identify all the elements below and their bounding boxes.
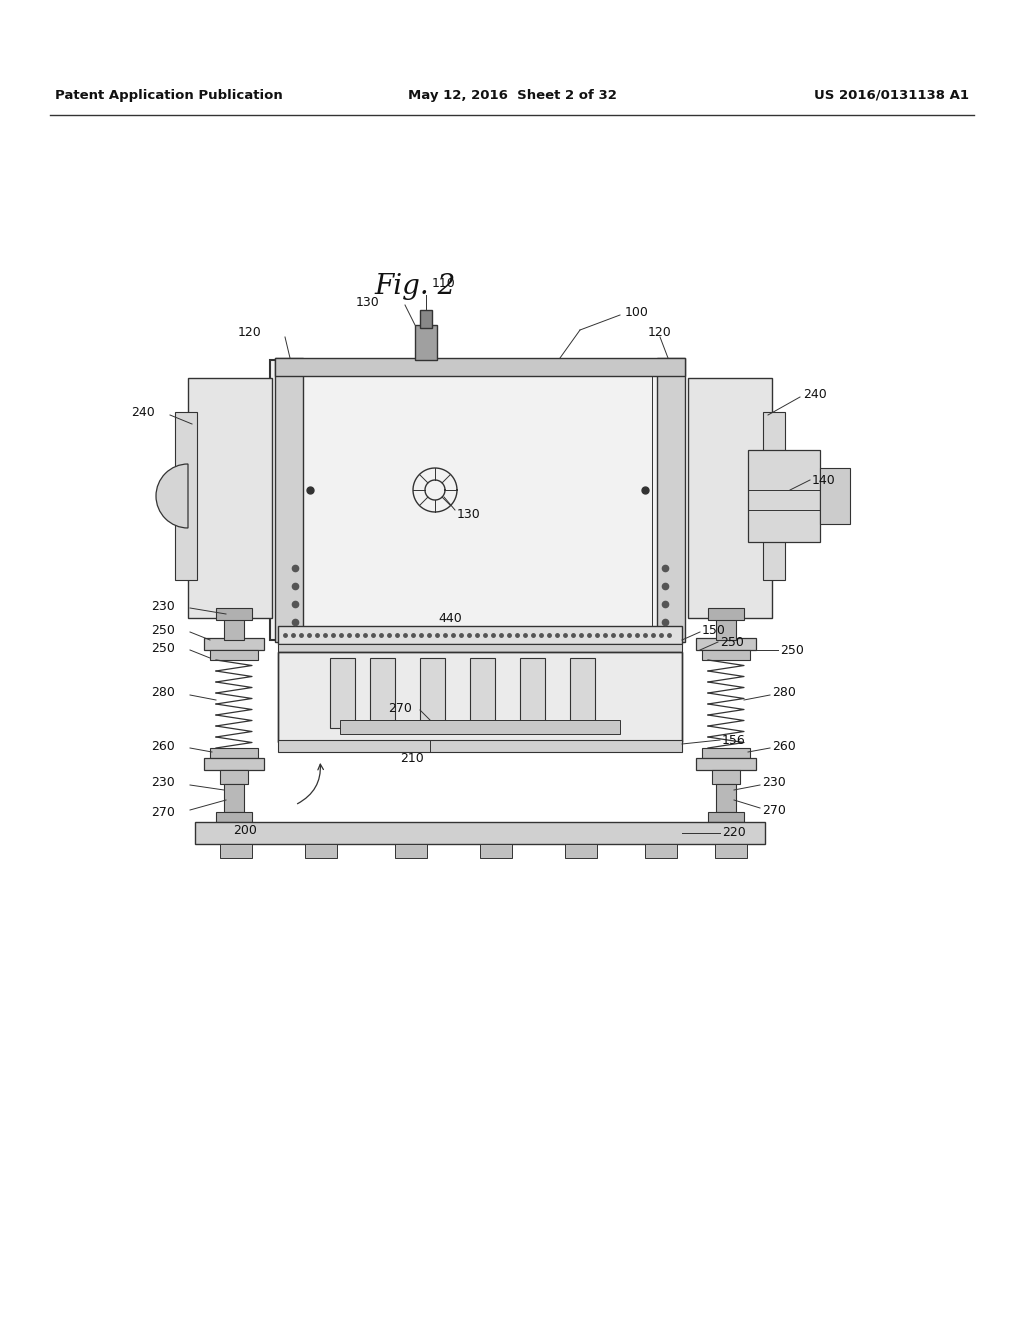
Bar: [748, 450, 820, 543]
Bar: [278, 652, 682, 742]
Bar: [275, 358, 303, 642]
Bar: [370, 657, 395, 729]
Text: 250: 250: [780, 644, 804, 656]
Text: Fig. 2: Fig. 2: [375, 273, 456, 301]
Bar: [216, 812, 252, 822]
Bar: [565, 843, 597, 858]
Text: 270: 270: [762, 804, 785, 817]
Wedge shape: [772, 465, 804, 528]
Bar: [270, 360, 660, 640]
Bar: [570, 657, 595, 729]
Bar: [210, 649, 258, 660]
Text: 270: 270: [152, 805, 175, 818]
Bar: [175, 412, 197, 579]
Text: 220: 220: [722, 826, 745, 840]
Text: 260: 260: [772, 739, 796, 752]
Bar: [278, 652, 682, 742]
Text: 156: 156: [722, 734, 745, 747]
Text: 230: 230: [762, 776, 785, 789]
Bar: [210, 748, 258, 758]
Bar: [220, 843, 252, 858]
Bar: [188, 378, 272, 618]
Text: 120: 120: [239, 326, 262, 338]
Text: 140: 140: [812, 474, 836, 487]
Bar: [278, 741, 682, 752]
Text: 250: 250: [720, 635, 743, 648]
Text: Patent Application Publication: Patent Application Publication: [55, 88, 283, 102]
Text: 130: 130: [457, 508, 480, 521]
Text: 230: 230: [152, 776, 175, 789]
Text: 150: 150: [702, 623, 726, 636]
Text: 120: 120: [648, 326, 672, 338]
Bar: [712, 770, 740, 784]
Bar: [520, 657, 545, 729]
Bar: [763, 412, 785, 579]
Bar: [702, 649, 750, 660]
Text: 250: 250: [152, 623, 175, 636]
Text: 280: 280: [772, 686, 796, 700]
Bar: [278, 644, 682, 652]
Bar: [224, 784, 244, 812]
Bar: [330, 657, 355, 729]
Text: 270: 270: [388, 701, 412, 714]
Bar: [275, 358, 685, 376]
Bar: [708, 609, 744, 620]
Bar: [820, 469, 850, 524]
Bar: [696, 758, 756, 770]
Bar: [420, 657, 445, 729]
Bar: [340, 719, 620, 734]
Text: 240: 240: [803, 388, 826, 401]
Text: May 12, 2016  Sheet 2 of 32: May 12, 2016 Sheet 2 of 32: [408, 88, 616, 102]
Text: 110: 110: [432, 277, 456, 290]
Text: 200: 200: [233, 824, 257, 837]
Text: US 2016/0131138 A1: US 2016/0131138 A1: [814, 88, 969, 102]
Wedge shape: [156, 465, 188, 528]
Text: 210: 210: [400, 751, 424, 764]
Bar: [204, 638, 264, 649]
Bar: [480, 843, 512, 858]
Bar: [645, 843, 677, 858]
Text: 280: 280: [152, 686, 175, 700]
Bar: [708, 812, 744, 822]
Text: 130: 130: [356, 296, 380, 309]
Text: 440: 440: [438, 611, 462, 624]
Bar: [715, 843, 746, 858]
Bar: [657, 358, 685, 642]
Bar: [415, 325, 437, 360]
Text: 230: 230: [152, 599, 175, 612]
Bar: [696, 638, 756, 649]
Text: 240: 240: [131, 407, 155, 420]
Bar: [420, 310, 432, 327]
Text: 250: 250: [152, 642, 175, 655]
FancyArrowPatch shape: [297, 764, 324, 804]
Bar: [305, 843, 337, 858]
Bar: [688, 378, 772, 618]
Bar: [224, 618, 244, 640]
Bar: [278, 368, 652, 632]
Bar: [395, 843, 427, 858]
Bar: [470, 657, 495, 729]
Bar: [204, 758, 264, 770]
Text: 260: 260: [152, 739, 175, 752]
Bar: [716, 784, 736, 812]
Bar: [216, 609, 252, 620]
Bar: [278, 626, 682, 644]
Bar: [716, 618, 736, 640]
Bar: [220, 770, 248, 784]
Text: 100: 100: [625, 306, 649, 319]
Bar: [195, 822, 765, 843]
Bar: [702, 748, 750, 758]
